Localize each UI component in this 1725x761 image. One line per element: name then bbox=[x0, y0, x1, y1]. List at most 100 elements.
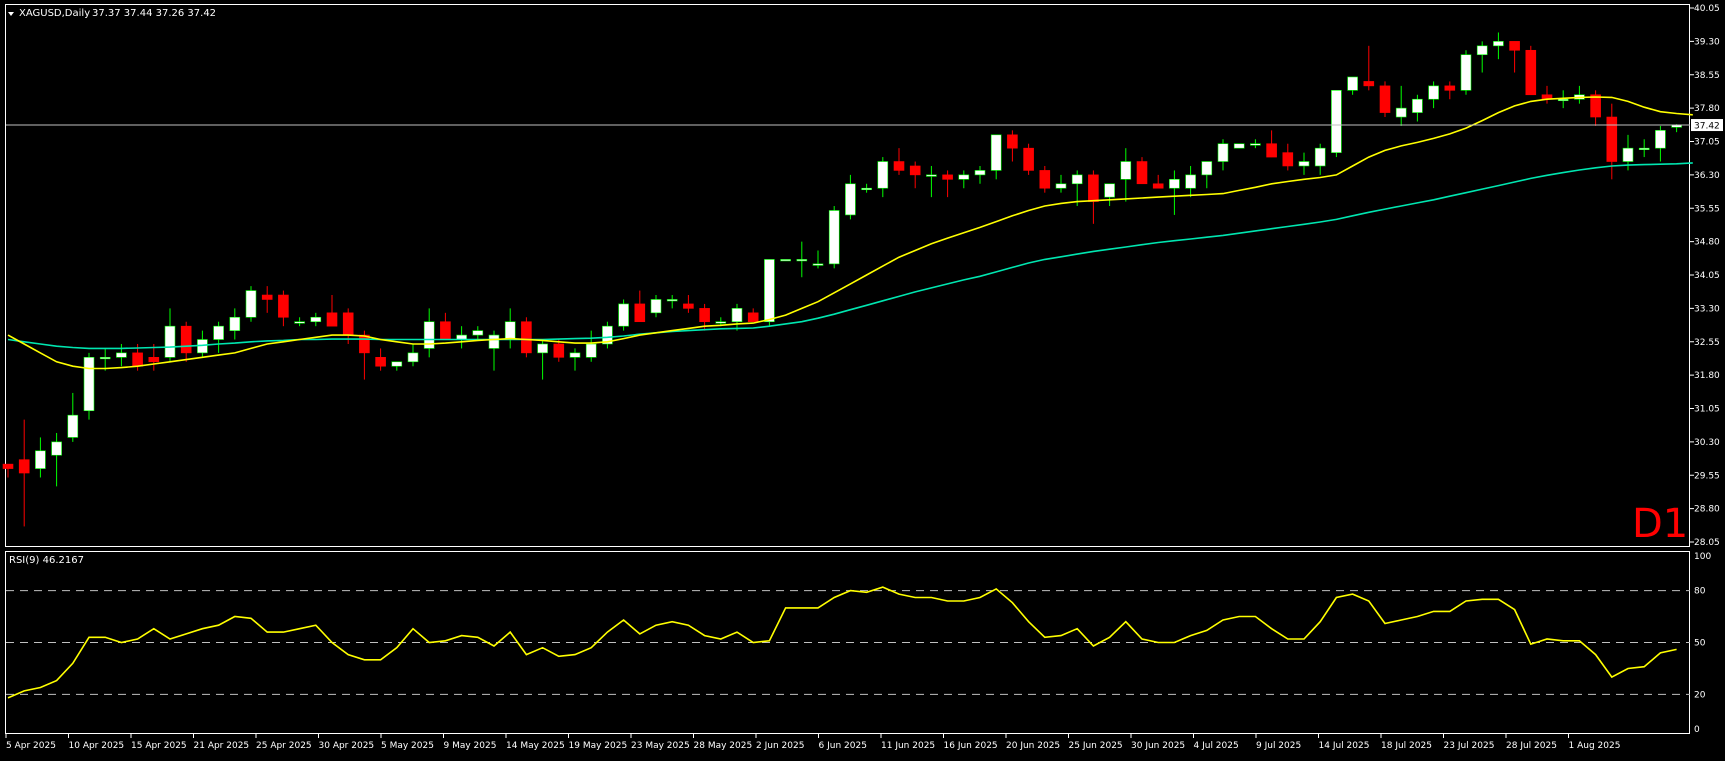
candle bbox=[375, 348, 386, 371]
date-tick-label: 9 Jul 2025 bbox=[1256, 741, 1301, 751]
candle-body bbox=[1412, 98, 1423, 113]
candle bbox=[1331, 90, 1342, 158]
candle bbox=[1007, 130, 1018, 162]
candle-body bbox=[472, 330, 484, 336]
candle bbox=[909, 161, 921, 189]
candle bbox=[278, 290, 289, 327]
date-tick-label: 1 Aug 2025 bbox=[1569, 741, 1621, 751]
candle-body bbox=[1314, 147, 1326, 167]
candle bbox=[423, 308, 435, 358]
candle bbox=[845, 174, 856, 220]
candle bbox=[877, 157, 889, 198]
candle-body bbox=[18, 459, 30, 474]
candle bbox=[1282, 143, 1294, 171]
candle bbox=[148, 343, 160, 371]
candle-body bbox=[1039, 170, 1051, 189]
candle bbox=[990, 134, 1002, 180]
candle-body bbox=[845, 183, 856, 216]
candle bbox=[407, 343, 419, 367]
candle bbox=[294, 317, 305, 327]
rsi-tick-label: 100 bbox=[1694, 552, 1711, 562]
candle bbox=[1347, 76, 1358, 95]
candle-body bbox=[1590, 94, 1601, 118]
candle bbox=[51, 432, 62, 487]
candle-body bbox=[666, 299, 678, 302]
candle-body bbox=[974, 170, 986, 176]
candle-body bbox=[699, 308, 710, 323]
candle bbox=[1525, 45, 1537, 96]
candle-body bbox=[1428, 85, 1439, 100]
candle bbox=[213, 321, 224, 353]
candle bbox=[1493, 32, 1504, 60]
candle-body bbox=[1363, 81, 1375, 87]
candle-body bbox=[1298, 161, 1310, 167]
price-tick-label: 32.55 bbox=[1694, 338, 1720, 348]
price-tick-label: 31.80 bbox=[1694, 371, 1720, 381]
candle bbox=[1379, 81, 1391, 118]
candle bbox=[521, 317, 532, 358]
candle-body bbox=[1136, 161, 1148, 185]
candle bbox=[1395, 85, 1407, 126]
candle bbox=[812, 250, 824, 269]
date-tick-label: 14 May 2025 bbox=[506, 741, 565, 751]
price-tick-label: 34.05 bbox=[1694, 271, 1720, 281]
candle-body bbox=[780, 259, 791, 262]
candle bbox=[1120, 148, 1132, 202]
candle-body bbox=[1266, 143, 1277, 158]
candle bbox=[1088, 170, 1099, 224]
rsi-tick-label: 50 bbox=[1694, 639, 1706, 649]
candle-body bbox=[1282, 152, 1294, 167]
candle bbox=[537, 339, 548, 380]
candle bbox=[99, 348, 111, 371]
candle bbox=[618, 299, 629, 331]
candle bbox=[1412, 94, 1423, 122]
candle bbox=[974, 165, 986, 184]
candle bbox=[1557, 90, 1569, 109]
candle bbox=[18, 419, 30, 527]
candle-body bbox=[99, 357, 111, 360]
symbol-label[interactable]: XAGUSD,Daily bbox=[19, 8, 90, 19]
candle bbox=[942, 170, 953, 198]
main-pane-frame[interactable] bbox=[5, 4, 1690, 547]
date-tick-label: 18 Jul 2025 bbox=[1381, 741, 1432, 751]
candle-body bbox=[747, 312, 759, 323]
candle bbox=[310, 312, 322, 327]
candle-body bbox=[861, 187, 872, 191]
candle bbox=[1444, 81, 1456, 100]
candle bbox=[1071, 170, 1083, 207]
candle-body bbox=[1509, 41, 1520, 51]
candle bbox=[1136, 157, 1148, 185]
candle bbox=[650, 295, 662, 318]
candle-body bbox=[1120, 161, 1132, 180]
candle bbox=[180, 321, 192, 362]
date-tick-label: 5 May 2025 bbox=[381, 741, 434, 751]
candle-body bbox=[1007, 134, 1018, 149]
candle-body bbox=[715, 321, 727, 324]
candle bbox=[1201, 161, 1213, 189]
rsi-tick-label: 0 bbox=[1694, 725, 1700, 735]
candle-body bbox=[375, 357, 386, 367]
candle bbox=[1509, 41, 1520, 73]
candle-body bbox=[585, 343, 597, 358]
candle-body bbox=[180, 325, 192, 354]
candle bbox=[1460, 50, 1472, 95]
price-tick-label: 30.30 bbox=[1694, 438, 1720, 448]
date-tick-label: 2 Jun 2025 bbox=[756, 741, 804, 751]
candle-body bbox=[926, 174, 937, 177]
date-tick-label: 9 May 2025 bbox=[444, 741, 497, 751]
candle-body bbox=[1476, 45, 1488, 56]
date-tick-label: 15 Apr 2025 bbox=[131, 741, 187, 751]
candle bbox=[1314, 143, 1326, 175]
date-tick-label: 19 May 2025 bbox=[569, 741, 628, 751]
candle-body bbox=[1071, 174, 1083, 185]
candles bbox=[2, 32, 1682, 527]
candle bbox=[391, 361, 403, 371]
candle-body bbox=[650, 299, 662, 314]
candle bbox=[958, 170, 970, 189]
last-price-tag: 37.42 bbox=[1694, 122, 1720, 132]
triangle-down-icon[interactable] bbox=[8, 12, 14, 16]
candle-body bbox=[359, 334, 370, 354]
candle bbox=[1152, 174, 1164, 189]
price-tick-label: 40.05 bbox=[1694, 4, 1720, 14]
date-axis: 5 Apr 2025 10 Apr 2025 15 Apr 2025 21 Apr 2… bbox=[5, 734, 1621, 751]
